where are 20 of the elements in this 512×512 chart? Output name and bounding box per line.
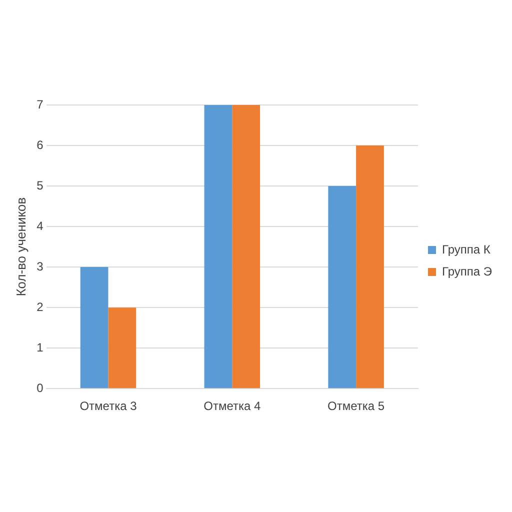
y-tick-label: 0 (36, 380, 44, 395)
y-tick-label: 4 (36, 218, 44, 233)
bar (108, 308, 136, 388)
bar (80, 267, 108, 388)
y-tick-label: 5 (36, 178, 44, 192)
y-tick-label: 1 (36, 340, 44, 354)
bar (356, 146, 384, 388)
y-tick-label: 2 (36, 300, 44, 314)
bar (232, 105, 260, 388)
x-tick-label: Отметка 5 (328, 399, 385, 414)
y-tick-label: 6 (36, 138, 44, 152)
legend-label: Группа К (442, 242, 490, 256)
bar (328, 186, 356, 388)
y-axis-title: Кол-во учеников (13, 197, 28, 296)
y-tick-label: 7 (36, 97, 44, 112)
bar (204, 105, 232, 388)
y-tick-label: 3 (36, 259, 44, 274)
x-tick-label: Отметка 3 (80, 399, 138, 414)
x-tick-label: Отметка 4 (204, 399, 261, 414)
legend-label: Группа Э (442, 264, 492, 278)
